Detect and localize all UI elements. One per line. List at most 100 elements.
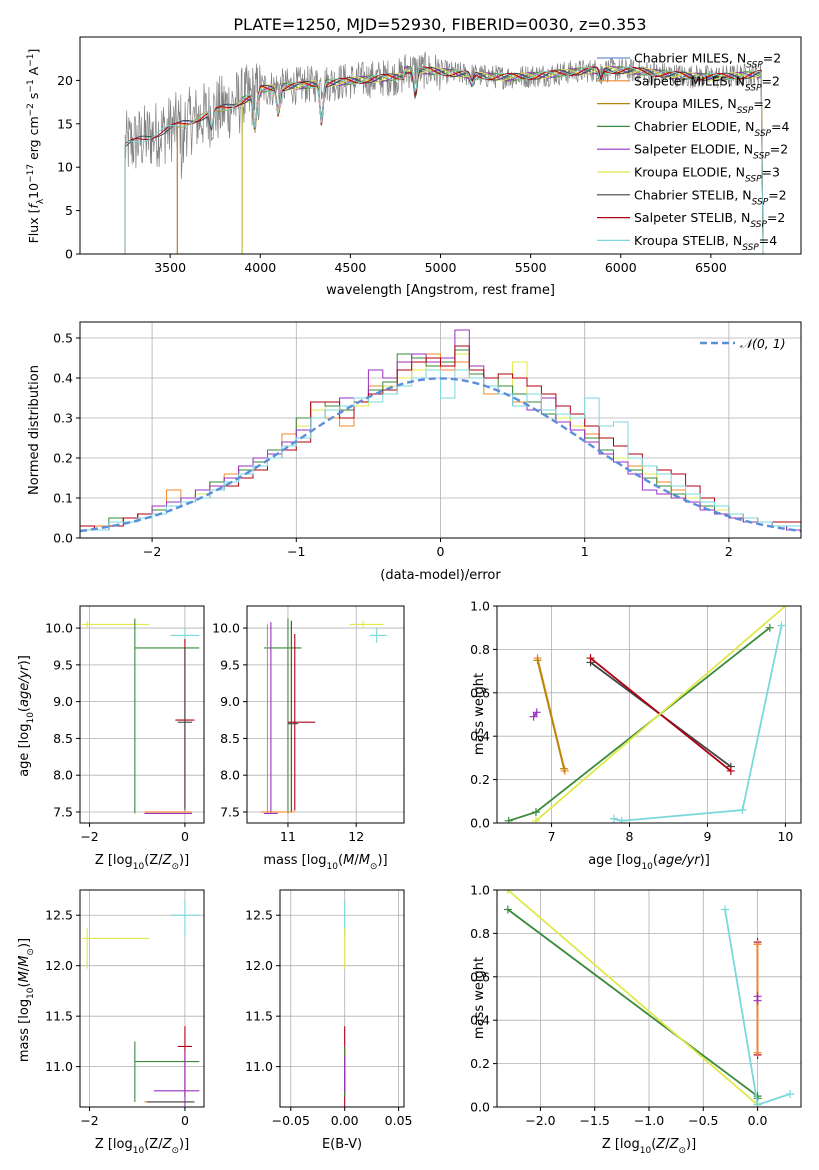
weight_vs_Z-axes: −2.0 −1.5 −1.0 −0.5 0.0 0.0 0.2 0.4 0.6 0.8 1.0 Z [… <box>470 883 802 1156</box>
legend-label-sub: SSP <box>745 175 762 185</box>
legend-label-main: Salpeter ELODIE, N <box>634 142 753 157</box>
y-tick-label: 1.0 <box>470 883 490 898</box>
weight-marker <box>503 905 512 914</box>
x-tick-label: 4000 <box>244 260 276 275</box>
label-part: 10 <box>641 862 653 872</box>
legend-label-main: Salpeter STELIB, N <box>634 210 750 225</box>
legend-label-tail: =2 <box>763 51 781 66</box>
legend-label-tail: =2 <box>753 96 771 111</box>
legend-label: 𝒩(0, 1) <box>740 336 786 351</box>
y-tick-label: 0.2 <box>470 1056 490 1071</box>
x-tick-label: 11 <box>280 829 296 844</box>
y-label-part: Flux [ <box>26 209 41 244</box>
y-tick-label: 12.0 <box>45 958 73 973</box>
y-axis-label: Normed distribution <box>27 365 42 495</box>
label-part: ⊙ <box>26 948 36 956</box>
x-tick-label: −2.0 <box>525 1113 555 1128</box>
legend-label-sub: SSP <box>745 83 762 93</box>
legend-label-tail: =2 <box>770 142 788 157</box>
y-tick-label: 10.0 <box>45 621 73 636</box>
weight_vs_age-plot <box>504 606 790 823</box>
y-axis-label: mass weight <box>472 673 487 755</box>
weight-marker <box>504 816 513 823</box>
label-part: / <box>158 1137 163 1152</box>
y-tick-label: 0.5 <box>53 331 73 346</box>
label-part: / <box>354 853 359 868</box>
legend-label-main: Kroupa MILES, N <box>634 96 737 111</box>
x-axis-label: mass [log10(M/M⊙)] <box>263 853 387 872</box>
axes-frame <box>279 889 405 1108</box>
label-part: 10 <box>133 1146 145 1156</box>
label-part: Z <box>162 853 173 868</box>
weight-marker <box>738 805 747 814</box>
mass_vs_Z-axes: −2 011.011.512.012.5Z [log10(Z/Z⊙)]mass [… <box>17 889 205 1156</box>
label-part: 10 <box>26 712 36 724</box>
y-label-part: λ <box>36 198 46 204</box>
age_vs_Z-frame: −2 07.58.08.59.09.510.0Z [log10(Z/Z⊙)]age… <box>17 605 205 872</box>
x-tick-label: 6500 <box>695 260 727 275</box>
label-part: / <box>17 966 32 971</box>
y-tick-label: 0.6 <box>470 969 490 984</box>
mass_vs_Z-plot <box>82 900 200 1106</box>
label-part: ( <box>17 707 32 712</box>
label-part: ( <box>144 853 149 868</box>
x-axis-label: wavelength [Angstrom, rest frame] <box>326 283 555 298</box>
x-axis-label: age [log10(age/yr)] <box>588 853 710 872</box>
weight-marker <box>617 816 626 823</box>
model-kroupa-stelib <box>116 66 764 254</box>
label-part: M <box>17 971 32 982</box>
legend-label-tail: =3 <box>762 165 780 180</box>
y-label-part: −17 <box>26 164 36 183</box>
residuals-frame: −2 −1 0 1 2 0.0 0.1 0.2 0.3 0.4 0.5 𝒩(0, 1) (data-mo… <box>27 321 802 583</box>
legend-label-tail: =4 <box>771 119 789 134</box>
y-label-part: f <box>26 203 41 209</box>
y-axis-label: Flux [fλ10−17 erg cm−2 s−1 A−1] <box>26 49 46 244</box>
y-tick-label: 11.0 <box>45 1059 73 1074</box>
histogram-kroupa-stelib <box>80 369 801 538</box>
y-tick-label: 0.2 <box>470 772 490 787</box>
weight-marker <box>781 606 790 610</box>
y-label-part: −1 <box>26 53 36 66</box>
legend-label: Salpeter MILES, NSSP=2 <box>634 73 780 93</box>
x-tick-label: 0 <box>437 544 445 559</box>
legend-label: Kroupa ELODIE, NSSP=3 <box>634 165 780 185</box>
weight-marker <box>609 814 618 823</box>
legend-label-sub: SSP <box>753 152 770 162</box>
x-tick-label: −1 <box>287 544 305 559</box>
x-tick-label: −1.0 <box>634 1113 664 1128</box>
x-tick-label: −2 <box>80 829 98 844</box>
label-part: )] <box>179 1137 189 1152</box>
y-tick-label: 0.2 <box>53 451 73 466</box>
label-part: Z [log <box>602 1137 640 1152</box>
label-part: 10 <box>327 862 339 872</box>
spectrum-axes: 3500 4000 4500 5000 5500 6000 6500 0 5 10 15 20 wave… <box>26 36 802 298</box>
label-part: )] <box>686 1137 696 1152</box>
y-axis-label: age [log10(age/yr)] <box>17 655 36 777</box>
label-part: Z <box>149 853 158 868</box>
label-part: ( <box>17 982 32 987</box>
legend-label-sub: SSP <box>752 197 769 207</box>
legend-label-sub: SSP <box>737 106 754 116</box>
legend-label-main: Salpeter MILES, N <box>634 73 745 88</box>
y-label-part: −1 <box>26 79 36 92</box>
x-tick-label: 8 <box>626 829 634 844</box>
weight-marker <box>753 940 762 949</box>
x-tick-label: 7 <box>548 829 556 844</box>
y-label-part: ] <box>26 49 41 54</box>
legend-label-sub: SSP <box>750 220 767 230</box>
y-tick-label: 9.0 <box>220 694 240 709</box>
x-tick-label: 12 <box>348 829 364 844</box>
y-tick-label: 0.4 <box>470 1013 490 1028</box>
y-tick-label: 8.0 <box>53 768 73 783</box>
label-part: M <box>359 853 370 868</box>
y-label-part: 10 <box>26 183 41 199</box>
x-tick-label: 0 <box>181 1113 189 1128</box>
legend-label-tail: =2 <box>768 187 786 202</box>
label-part: / <box>158 853 163 868</box>
label-part: Z [log <box>95 1137 133 1152</box>
x-axis-label: Z [log10(Z/Z⊙)] <box>95 853 189 872</box>
y-tick-label: 0.8 <box>470 642 490 657</box>
